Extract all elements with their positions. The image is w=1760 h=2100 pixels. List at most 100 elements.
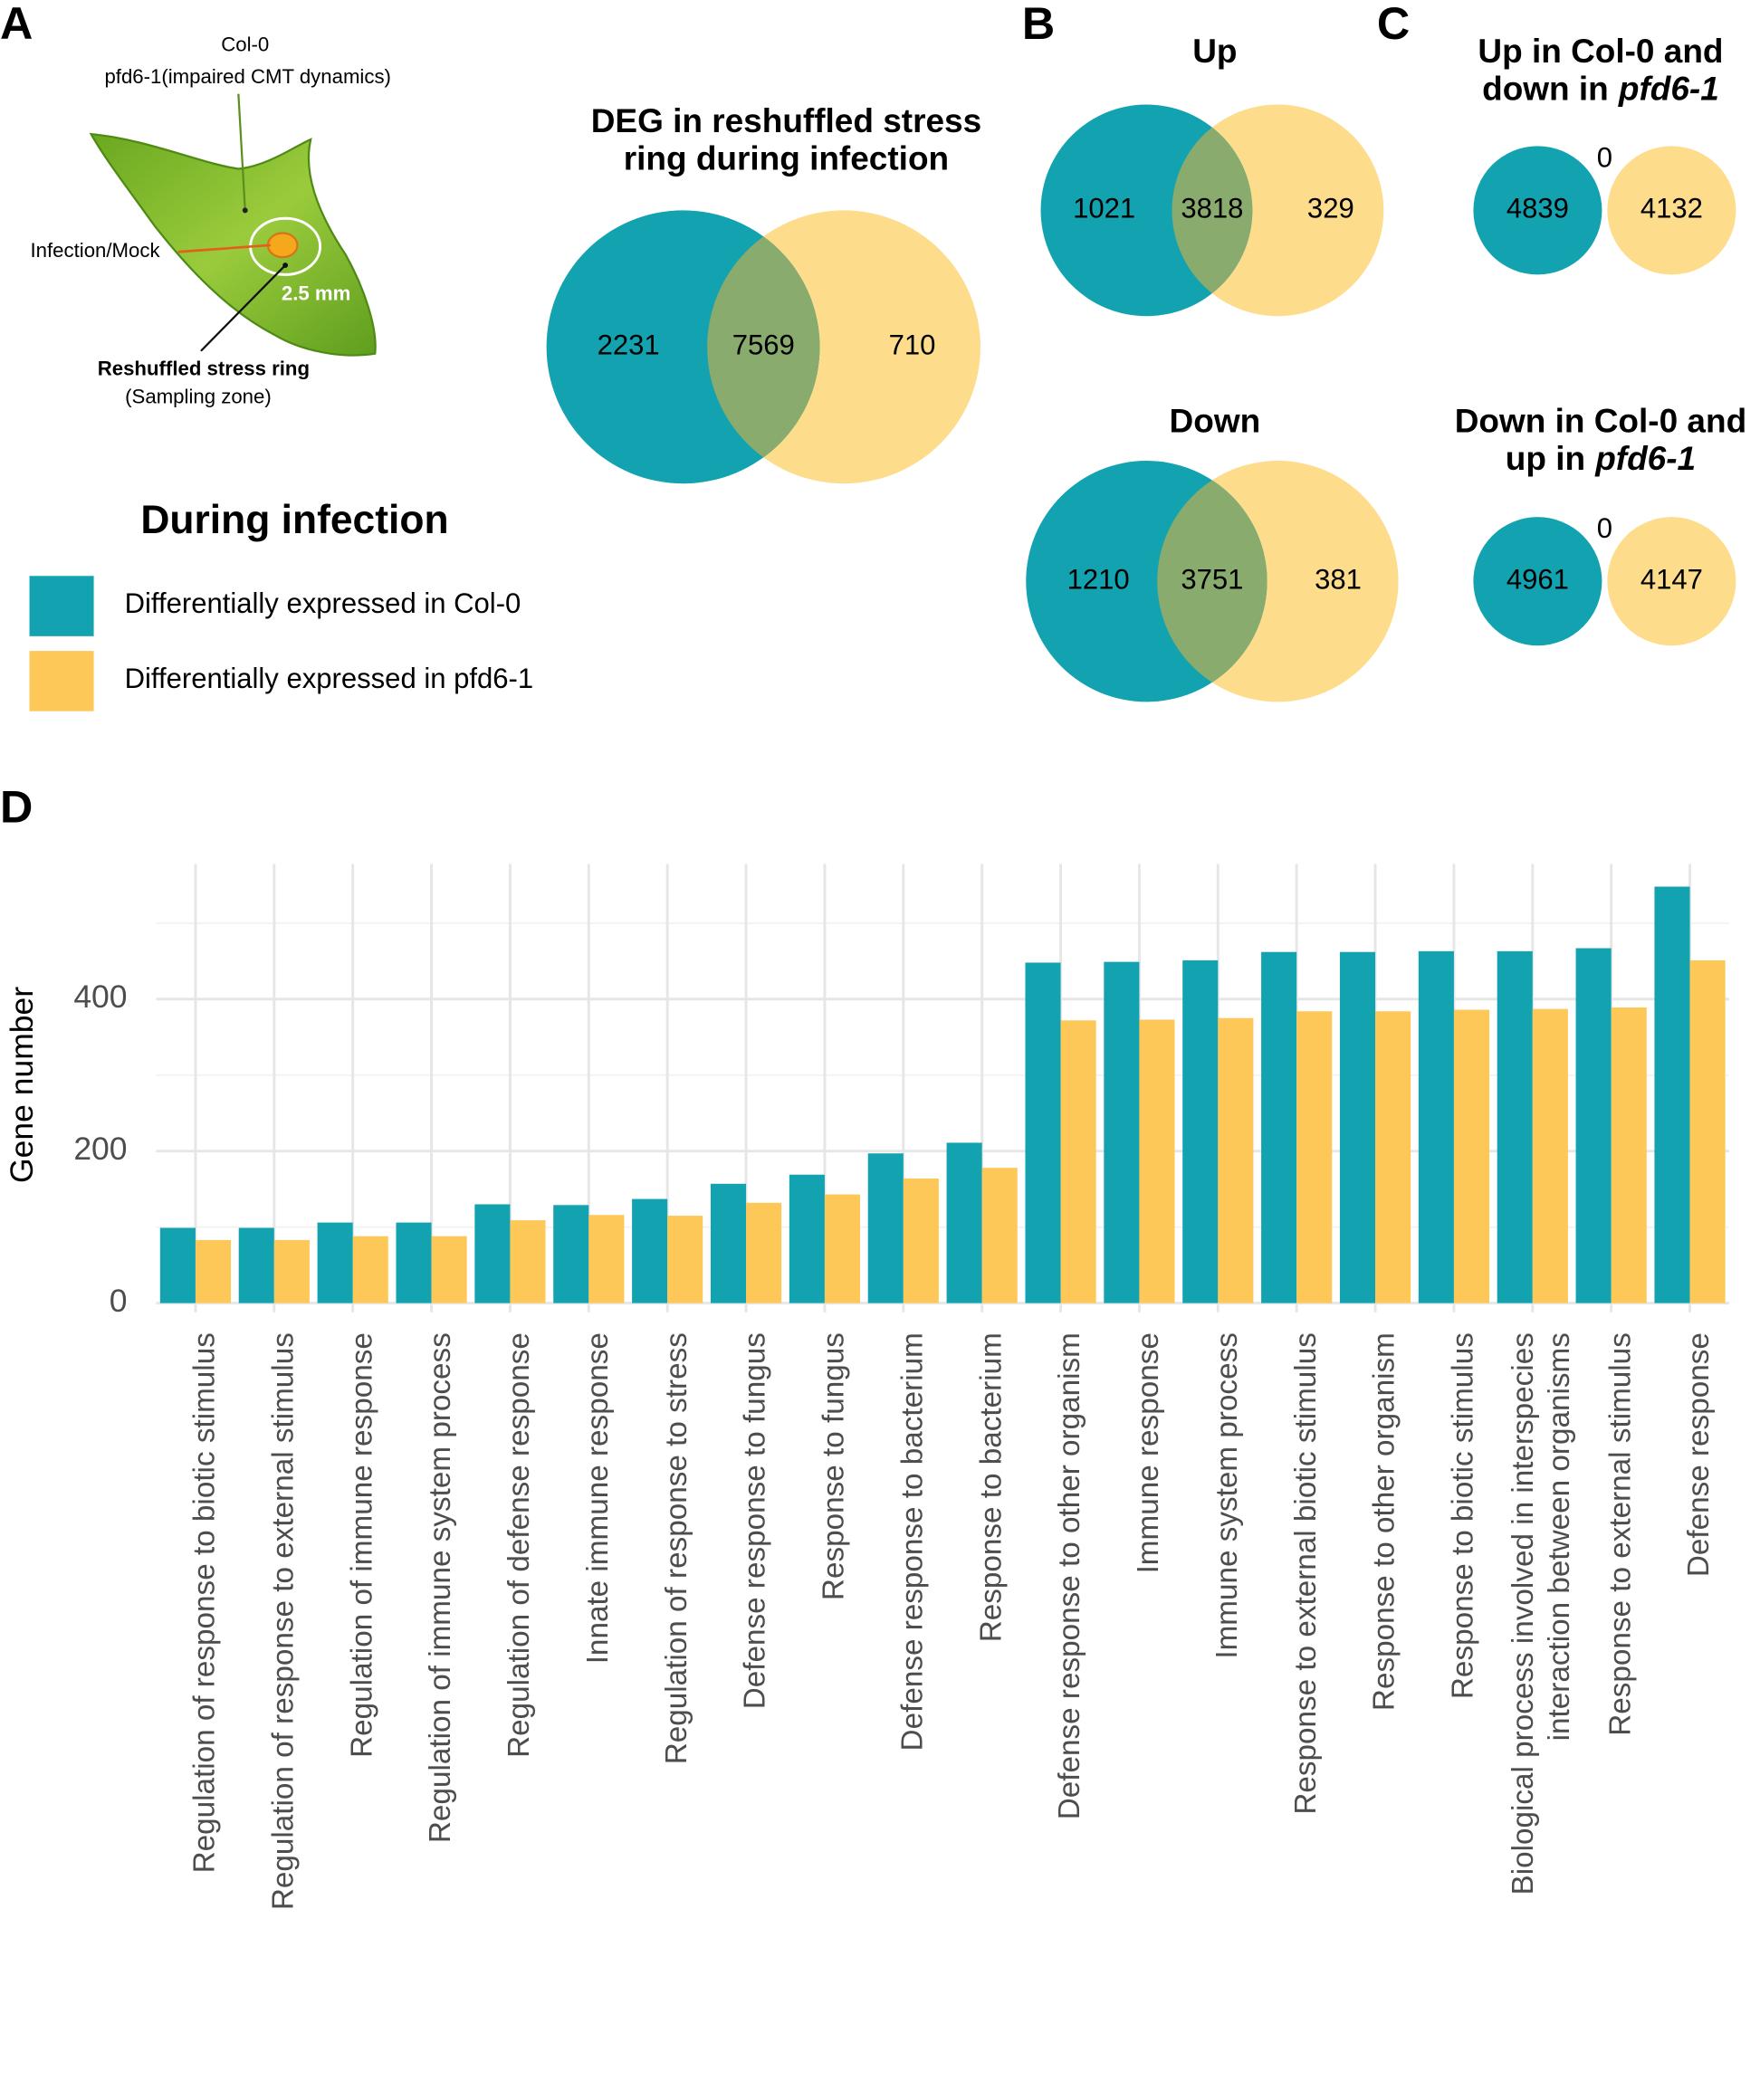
bar [588,1215,625,1303]
x-tick-label: Defense response to bacterium [895,1332,929,1751]
venn-count: 4147 [1640,563,1703,595]
venn: Down 1210 3751 381 [1026,402,1399,702]
x-tick-label: Regulation of response to stress [660,1332,693,1764]
venn-title: Down in Col-0 and [1455,402,1746,439]
leaf-label: Reshuffled stress ring [98,357,310,379]
venn-title: Down [1170,402,1261,439]
bar [981,1168,1018,1303]
leaf [89,132,377,357]
pointer-dot [242,207,248,214]
x-tick-label: Response to bacterium [974,1332,1008,1642]
y-tick-label: 400 [73,978,127,1015]
x-tick-label: Innate immune response [581,1332,615,1664]
bar [1532,1008,1568,1303]
bar [1453,1009,1490,1303]
bar [1575,948,1612,1303]
bar [1025,962,1061,1303]
bar [238,1227,274,1303]
bar [273,1239,310,1303]
venn-count: 4961 [1507,563,1569,595]
x-tick-label: Regulation of response to external stimu… [266,1332,300,1910]
bar [553,1205,589,1303]
venn-count: 3751 [1181,563,1243,595]
bar [396,1222,432,1303]
x-tick-label: Regulation of defense response [502,1332,536,1758]
x-tick-label: Response to external stimulus [1603,1332,1637,1736]
venn-count: 3818 [1181,193,1243,224]
venn-count: 7569 [732,329,795,360]
legend-title: During infection [140,498,448,542]
x-tick-label: Biological process involved in interspec… [1507,1332,1576,1895]
x-tick-label: Response to external biotic stimulus [1289,1332,1323,1815]
leaf-label: 2.5 mm [282,282,350,304]
bar-chart: 0 200 400 Gene number Regulation of response… [4,498,1729,1910]
venn-count: 710 [889,329,936,360]
bar [903,1178,939,1303]
bar [1689,959,1726,1303]
x-tick-label: Immune system process [1210,1332,1244,1658]
bar [1497,950,1533,1303]
legend-swatch [29,651,94,711]
venn-set [1607,517,1736,646]
bar [789,1174,825,1303]
venn-overlap [1172,104,1253,317]
x-tick-label: Immune response [1132,1332,1165,1573]
bar [1261,951,1297,1303]
venn-title: Up [1192,33,1237,70]
bar [667,1216,703,1303]
x-tick-label: Defense response [1682,1332,1716,1577]
venn-title-emphasis: pfd6-1 [1594,440,1696,477]
bar [867,1153,904,1303]
venn-count: 1210 [1067,563,1130,595]
x-tick-label: Response to biotic stimulus [1447,1332,1480,1699]
y-tick-label: 0 [110,1283,128,1319]
bar [946,1142,982,1303]
legend-label: Differentially expressed in pfd6-1 [125,663,534,694]
x-tick-label: Defense response to fungus [739,1332,772,1709]
panel-letter: C [1377,0,1410,49]
bar [632,1198,668,1303]
panel-letter: D [0,780,33,832]
x-tick-label: Response to fungus [818,1332,851,1600]
x-tick-label: Response to other organism [1368,1332,1401,1711]
panel-letter: A [0,0,33,49]
venn-overlap [1157,461,1267,702]
venn-title: up in pfd6-1 [1506,440,1696,477]
venn-set [1473,517,1602,646]
venn-title: ring during infection [624,139,949,177]
y-tick-label: 200 [73,1131,127,1167]
bar [1139,1019,1175,1303]
pointer [200,264,286,352]
leaf-diagram: Col-0 pfd6-1(impaired CMT dynamics) Infe… [31,33,391,407]
venn-count: 329 [1307,193,1354,224]
x-tick-label: Defense response to other organism [1053,1332,1086,1819]
pointer [237,93,246,211]
bar [1182,959,1219,1303]
leaf-label: Infection/Mock [31,239,161,262]
x-tick-label: Regulation of immune system process [424,1332,457,1843]
infection-site [266,232,299,259]
venn-overlap [707,210,820,484]
venn-title: down in pfd6-1 [1482,70,1719,107]
legend-label: Differentially expressed in Col-0 [125,587,521,619]
y-axis-title: Gene number [4,987,40,1183]
bar [474,1204,511,1303]
venn-count: 4839 [1507,193,1569,224]
venn-set [1473,146,1602,275]
venn-count: 0 [1597,141,1612,173]
venn-title-part: down in [1482,70,1609,107]
venn-count: 1021 [1073,193,1135,224]
venn: Up 1021 3818 329 [1040,33,1384,317]
bar [1418,950,1454,1303]
venn-title: DEG in reshuffled stress [591,102,981,139]
bar [746,1202,782,1303]
panel-letter: B [1022,0,1055,49]
bar [1218,1017,1254,1303]
bar [510,1220,546,1303]
pointer [177,243,271,253]
bar [1339,951,1376,1303]
bar [352,1236,388,1303]
